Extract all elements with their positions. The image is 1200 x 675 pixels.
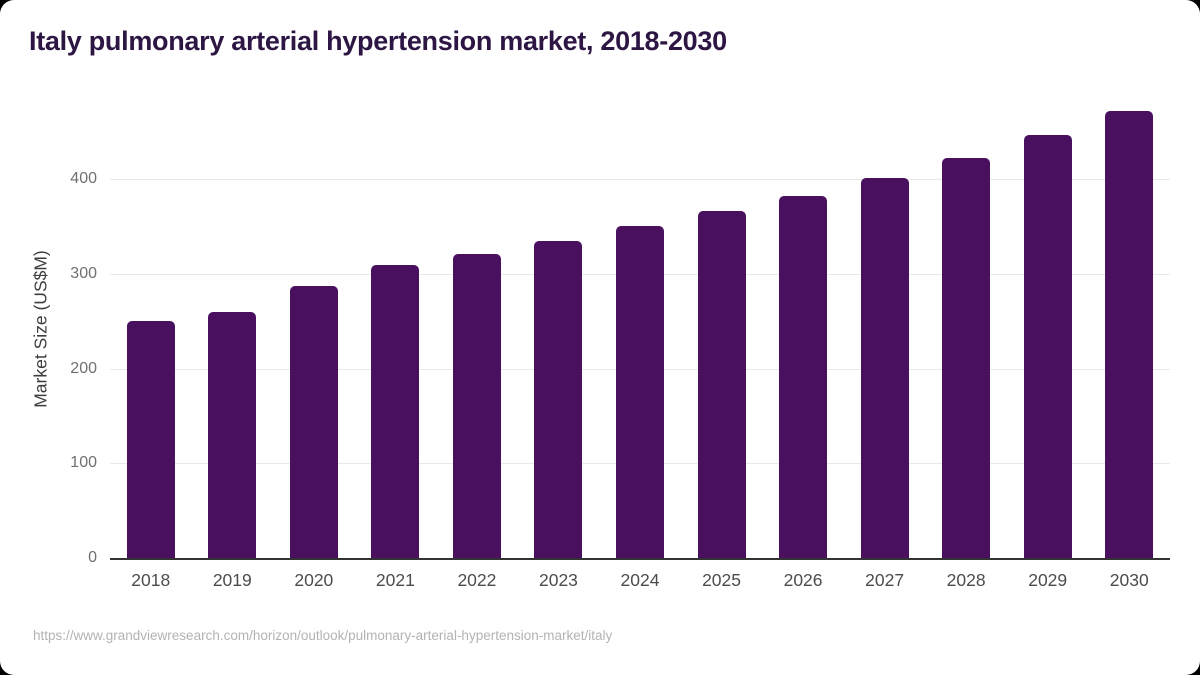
x-tick-label-2021: 2021 [375, 570, 415, 590]
y-tick-label-0: 0 [88, 549, 97, 566]
bar-2026 [779, 196, 828, 558]
x-tick-label-2027: 2027 [865, 570, 905, 590]
chart-title: Italy pulmonary arterial hypertension ma… [29, 26, 727, 56]
bar-2028 [942, 158, 991, 558]
x-tick-label-2024: 2024 [620, 570, 660, 590]
bar-2029 [1023, 135, 1072, 558]
bar-2019 [208, 312, 257, 558]
plot-area [110, 100, 1170, 560]
bar-2030 [1105, 111, 1154, 558]
x-tick-label-2023: 2023 [538, 570, 578, 590]
bar-2024 [616, 226, 664, 558]
gridline-400 [110, 179, 1170, 180]
x-tick-label-2028: 2028 [946, 570, 986, 590]
bar-2022 [452, 254, 501, 558]
x-tick-label-2020: 2020 [294, 570, 334, 590]
bar-2023 [534, 241, 583, 558]
x-tick-label-2025: 2025 [702, 570, 741, 590]
x-tick-label-2030: 2030 [1109, 570, 1149, 590]
bar-2027 [860, 178, 909, 558]
y-tick-label-100: 100 [70, 454, 97, 472]
x-tick-label-2018: 2018 [131, 570, 171, 590]
x-tick-label-2026: 2026 [783, 570, 823, 590]
bar-2018 [126, 321, 175, 558]
y-tick-label-400: 400 [70, 170, 97, 187]
bar-2020 [289, 286, 338, 558]
bar-2025 [697, 211, 746, 558]
x-tick-label-2019: 2019 [212, 570, 252, 590]
x-tick-label-2022: 2022 [457, 570, 497, 590]
bar-2021 [371, 265, 420, 558]
source-url: https://www.grandviewresearch.com/horizo… [33, 628, 613, 643]
y-tick-label-300: 300 [70, 264, 97, 282]
y-tick-label-200: 200 [70, 359, 97, 377]
x-tick-label-2029: 2029 [1028, 570, 1068, 590]
